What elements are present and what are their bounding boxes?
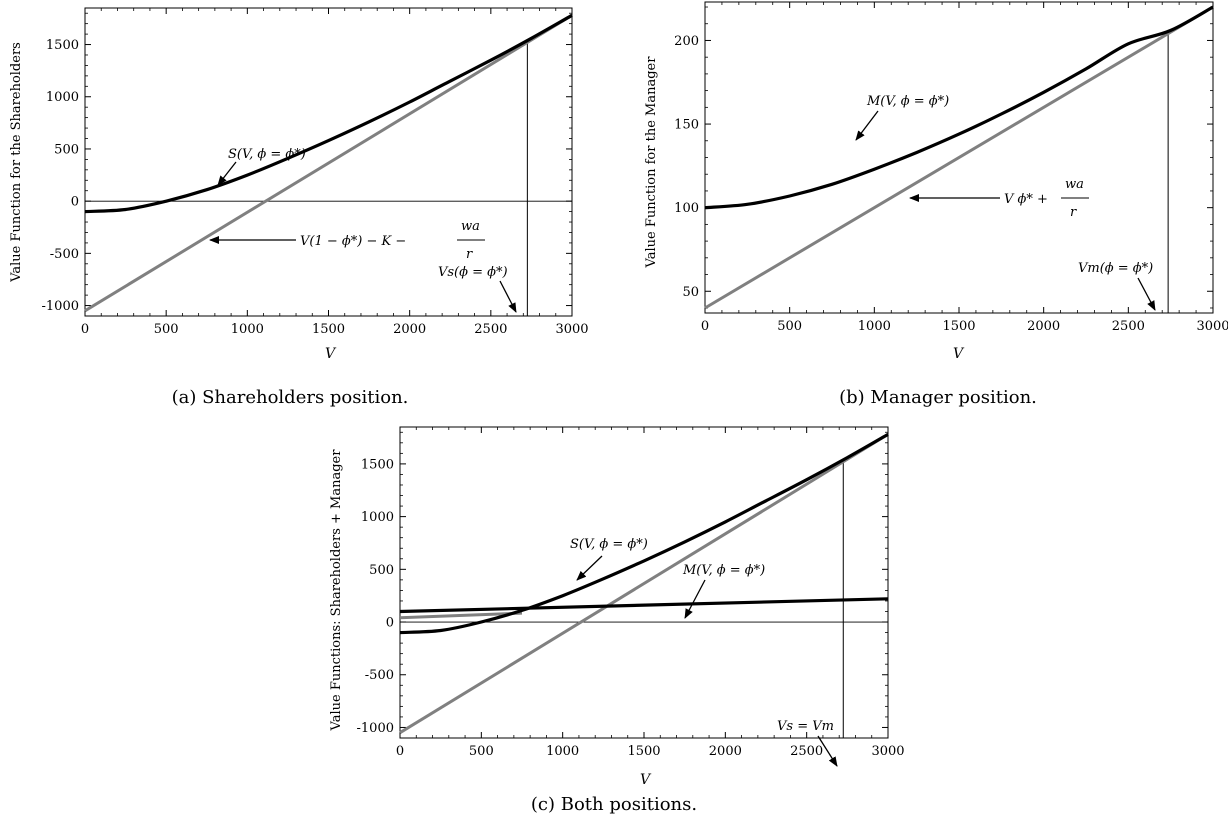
annotation-line-denominator: r bbox=[1070, 205, 1077, 220]
annotation-vm-arrow bbox=[1137, 277, 1156, 311]
x-tick-label: 500 bbox=[777, 319, 802, 334]
x-tick-label: 1000 bbox=[231, 322, 264, 337]
y-tick-label: 100 bbox=[674, 201, 699, 216]
series-M-line bbox=[399, 597, 889, 614]
y-tick-label: 1500 bbox=[361, 457, 394, 472]
x-tick-label: 0 bbox=[701, 319, 709, 334]
annotation-m-arrow bbox=[855, 110, 879, 141]
annotation-line-denominator: r bbox=[466, 247, 473, 262]
y-axis-label: Value Functions: Shareholders + Manager bbox=[329, 449, 344, 732]
y-tick-label: -500 bbox=[365, 668, 394, 683]
annotation-s-label: S(V, ϕ = ϕ*) bbox=[570, 537, 648, 552]
annotation-vsvm-label: Vs = Vm bbox=[777, 719, 834, 734]
y-tick-label: 150 bbox=[674, 118, 699, 133]
series-S-line bbox=[399, 433, 889, 635]
series-line-line bbox=[399, 433, 889, 734]
series-line-line bbox=[84, 14, 573, 313]
annotation-m-arrow bbox=[684, 579, 706, 619]
x-tick-label: 1500 bbox=[942, 319, 975, 334]
y-axis-label: Value Function for the Manager bbox=[644, 56, 659, 269]
x-tick-label: 2500 bbox=[1112, 319, 1145, 334]
x-tick-label: 2500 bbox=[474, 322, 507, 337]
panel-manager: 0 500 1000 1500 2000 2500 3000 50 100 150 200 M(V,… bbox=[644, 1, 1228, 408]
x-axis-label: V bbox=[325, 346, 337, 362]
x-tick-label: 0 bbox=[81, 322, 89, 337]
x-axis-label: V bbox=[640, 772, 652, 788]
caption: (c) Both positions. bbox=[531, 794, 697, 815]
annotation-vsvm-arrow bbox=[817, 735, 838, 767]
x-tick-label: 2500 bbox=[790, 744, 823, 759]
x-tick-label: 3000 bbox=[871, 744, 904, 759]
annotation-line-label: V ϕ* + bbox=[1004, 192, 1048, 207]
y-axis-label: Value Function for the Shareholders bbox=[9, 42, 24, 283]
caption: (b) Manager position. bbox=[839, 387, 1037, 408]
series-Mline-line bbox=[399, 611, 523, 620]
y-tick-label: 200 bbox=[674, 34, 699, 49]
y-tick-label: 500 bbox=[54, 142, 79, 157]
y-tick-label: 500 bbox=[369, 563, 394, 578]
x-tick-label: 0 bbox=[396, 744, 404, 759]
annotation-m-label: M(V, ϕ = ϕ*) bbox=[866, 94, 949, 109]
x-tick-label: 3000 bbox=[1196, 319, 1228, 334]
series-M-line bbox=[704, 5, 1214, 210]
y-tick-label: 0 bbox=[71, 195, 79, 210]
annotation-vm-label: Vm(ϕ = ϕ*) bbox=[1078, 261, 1153, 276]
x-axis-label: V bbox=[953, 346, 965, 362]
x-tick-label: 1500 bbox=[312, 322, 345, 337]
annotation-line-numerator: wa bbox=[1065, 177, 1084, 192]
x-tick-label: 500 bbox=[154, 322, 179, 337]
y-tick-label: 1000 bbox=[46, 90, 79, 105]
annotation-s-label: S(V, ϕ = ϕ*) bbox=[228, 147, 306, 162]
x-tick-label: 3000 bbox=[555, 322, 588, 337]
y-tick-label: 50 bbox=[682, 285, 699, 300]
annotation-line-numerator: wa bbox=[461, 219, 480, 234]
caption: (a) Shareholders position. bbox=[172, 387, 409, 408]
panel-both: 0 500 1000 1500 2000 2500 3000 -1000 -500 0 500 100… bbox=[329, 426, 905, 815]
x-tick-label: 500 bbox=[469, 744, 494, 759]
annotation-s-arrow bbox=[217, 161, 237, 186]
annotation-m-label: M(V, ϕ = ϕ*) bbox=[682, 563, 765, 578]
x-tick-label: 1500 bbox=[627, 744, 660, 759]
x-tick-label: 2000 bbox=[393, 322, 426, 337]
annotation-vs-label: Vs(ϕ = ϕ*) bbox=[438, 265, 508, 280]
y-tick-label: 0 bbox=[386, 616, 394, 631]
annotation-line-label: V(1 − ϕ*) − K − bbox=[300, 234, 406, 249]
y-tick-label: -500 bbox=[50, 247, 79, 262]
series-S-line bbox=[84, 13, 573, 214]
x-tick-label: 1000 bbox=[546, 744, 579, 759]
annotation-vs-arrow bbox=[499, 280, 517, 313]
x-tick-label: 1000 bbox=[858, 319, 891, 334]
y-tick-label: -1000 bbox=[357, 721, 394, 736]
series-line-line bbox=[704, 5, 1214, 310]
x-tick-label: 2000 bbox=[1027, 319, 1060, 334]
panel-shareholders: 0 500 1000 1500 2000 2500 3000 -1000 -500 0 500 100… bbox=[9, 7, 589, 408]
annotation-s-arrow bbox=[576, 555, 603, 581]
y-tick-label: 1500 bbox=[46, 38, 79, 53]
x-tick-label: 2000 bbox=[709, 744, 742, 759]
y-tick-label: -1000 bbox=[42, 299, 79, 314]
y-tick-label: 1000 bbox=[361, 510, 394, 525]
